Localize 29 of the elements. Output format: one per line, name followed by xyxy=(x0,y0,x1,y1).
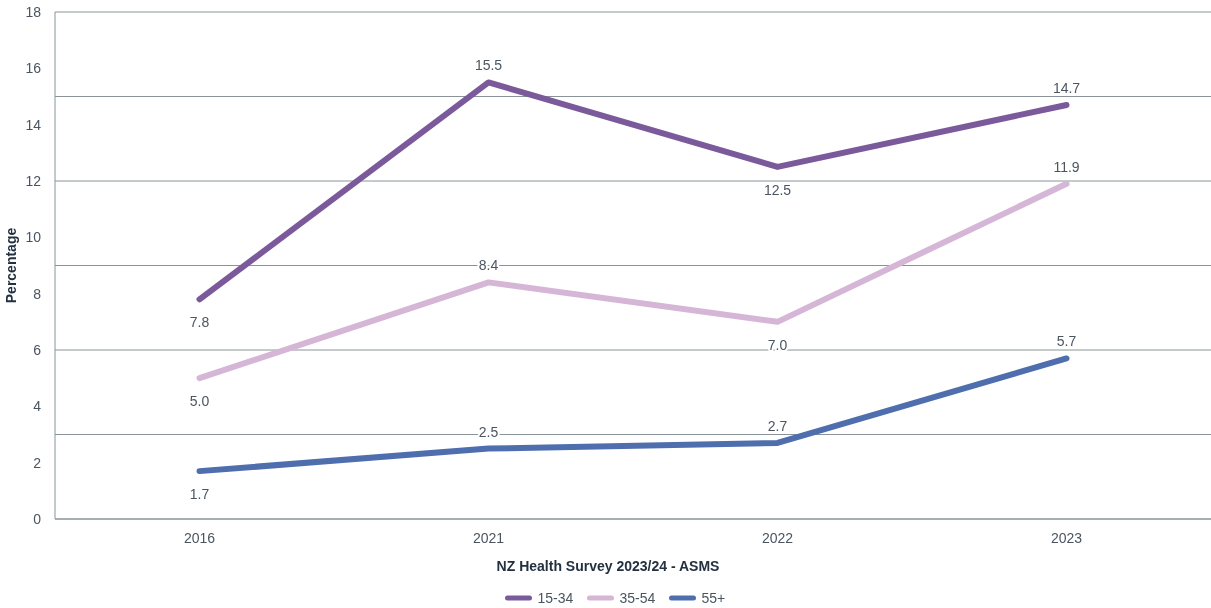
y-axis-title: Percentage xyxy=(3,227,19,304)
y-tick-label: 8 xyxy=(33,285,42,302)
x-tick-label: 2022 xyxy=(761,530,794,546)
y-tick-label: 18 xyxy=(25,3,42,20)
legend-label: 15-34 xyxy=(537,589,574,606)
y-tick-label: 14 xyxy=(25,116,42,133)
y-tick-label: 10 xyxy=(25,229,42,246)
x-tick-label: 2021 xyxy=(472,530,505,546)
y-tick-label: 4 xyxy=(33,398,42,415)
data-label: 1.7 xyxy=(189,486,210,503)
legend-label: 35-54 xyxy=(619,589,656,606)
data-label: 7.8 xyxy=(189,314,210,331)
data-label: 12.5 xyxy=(763,181,792,198)
x-tick-label: 2023 xyxy=(1050,530,1083,546)
data-label: 2.7 xyxy=(767,417,788,434)
y-tick-label: 16 xyxy=(25,60,42,77)
data-label: 15.5 xyxy=(474,57,503,74)
data-label: 5.0 xyxy=(189,393,210,410)
x-tick-label: 2016 xyxy=(183,530,216,546)
data-label: 7.0 xyxy=(767,336,788,353)
y-tick-label: 6 xyxy=(33,341,42,358)
y-tick-label: 12 xyxy=(25,172,42,189)
y-tick-label: 2 xyxy=(33,454,42,471)
y-tick-label: 0 xyxy=(33,510,42,527)
x-axis-title: NZ Health Survey 2023/24 - ASMS xyxy=(496,558,720,574)
data-label: 14.7 xyxy=(1052,79,1081,96)
data-label: 11.9 xyxy=(1053,158,1080,175)
legend-label: 55+ xyxy=(701,589,726,606)
data-label: 5.7 xyxy=(1056,333,1077,350)
